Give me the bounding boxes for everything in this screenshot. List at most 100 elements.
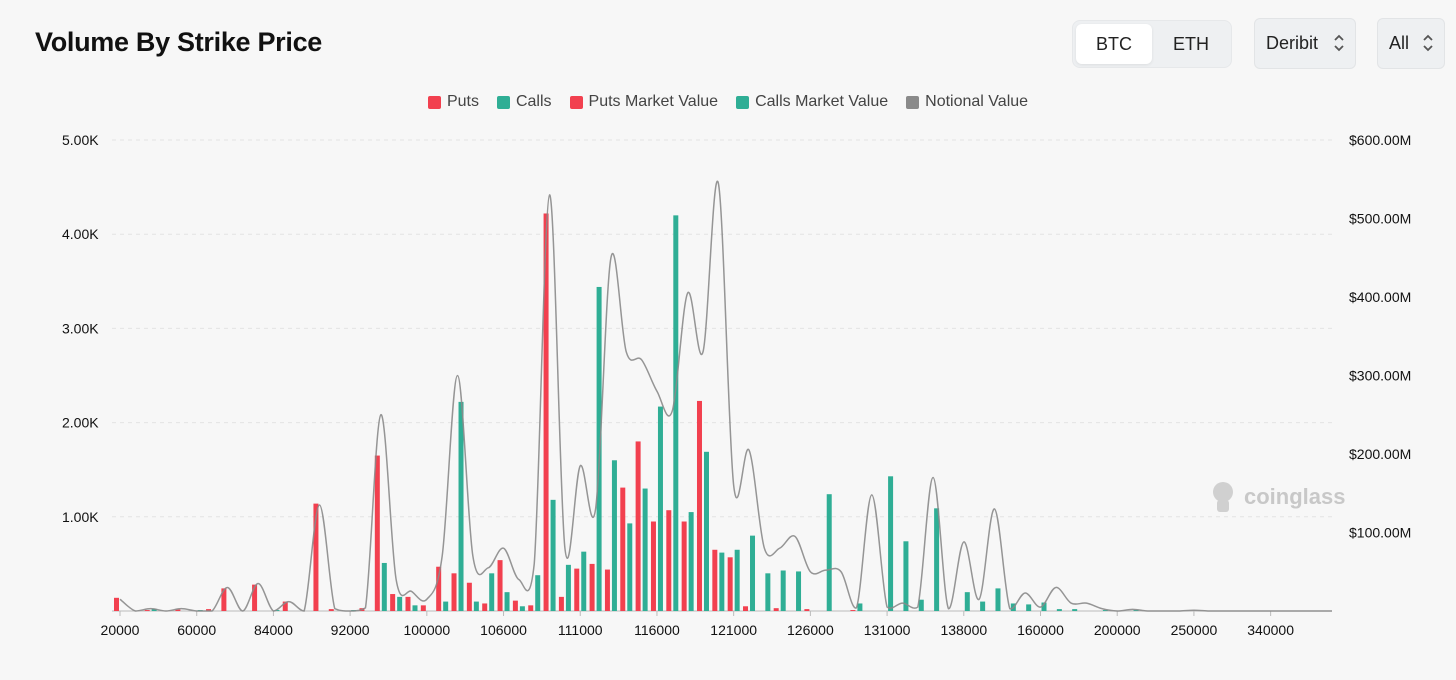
exchange-select[interactable]: Deribit xyxy=(1254,18,1356,69)
call-bar[interactable] xyxy=(734,549,740,611)
put-bar[interactable] xyxy=(451,573,457,611)
call-bar[interactable] xyxy=(765,573,771,611)
legend-item-calls[interactable]: Calls xyxy=(496,93,552,111)
call-bar[interactable] xyxy=(642,488,648,611)
call-bar[interactable] xyxy=(657,406,663,611)
put-bar[interactable] xyxy=(482,603,488,611)
range-select[interactable]: All xyxy=(1377,18,1445,69)
call-bar[interactable] xyxy=(719,552,725,611)
call-bar[interactable] xyxy=(1133,610,1139,611)
call-bar[interactable] xyxy=(504,592,510,611)
call-bar[interactable] xyxy=(1102,610,1108,611)
put-bar[interactable] xyxy=(466,582,472,611)
call-bar[interactable] xyxy=(412,605,418,611)
put-bar[interactable] xyxy=(374,455,380,611)
legend-item-puts[interactable]: Puts xyxy=(427,93,479,111)
call-bar[interactable] xyxy=(918,599,924,611)
y-left-tick-label: 2.00K xyxy=(62,415,99,431)
put-bar[interactable] xyxy=(114,597,119,611)
put-bar[interactable] xyxy=(727,557,733,611)
call-bar[interactable] xyxy=(627,523,633,611)
legend-item-puts-market-value[interactable]: Puts Market Value xyxy=(569,93,718,111)
tab-eth[interactable]: ETH xyxy=(1173,33,1209,54)
call-bar[interactable] xyxy=(443,601,449,611)
put-bar[interactable] xyxy=(850,610,856,611)
chevron-up-down-icon xyxy=(1423,34,1433,52)
call-bar[interactable] xyxy=(964,592,970,611)
put-bar[interactable] xyxy=(712,549,718,611)
put-bar[interactable] xyxy=(681,521,687,611)
call-bar[interactable] xyxy=(796,571,802,611)
put-bar[interactable] xyxy=(528,605,534,611)
put-bar[interactable] xyxy=(221,588,227,611)
call-bar[interactable] xyxy=(888,476,894,611)
put-bar[interactable] xyxy=(589,563,595,611)
call-bar[interactable] xyxy=(381,562,387,611)
call-bar[interactable] xyxy=(489,573,495,611)
put-bar[interactable] xyxy=(420,605,426,611)
put-bar[interactable] xyxy=(175,609,181,611)
put-bar[interactable] xyxy=(543,213,549,611)
put-bar[interactable] xyxy=(144,610,150,611)
coinglass-logo-icon xyxy=(1213,482,1233,512)
call-bar[interactable] xyxy=(1026,604,1032,611)
x-tick-label: 20000 xyxy=(101,622,140,638)
call-bar[interactable] xyxy=(581,551,587,611)
call-bar[interactable] xyxy=(565,564,571,611)
call-bar[interactable] xyxy=(519,606,525,611)
put-bar[interactable] xyxy=(206,609,212,611)
put-bar[interactable] xyxy=(282,601,288,611)
call-bar[interactable] xyxy=(550,499,556,611)
call-bar[interactable] xyxy=(688,512,694,611)
legend-item-calls-market-value[interactable]: Calls Market Value xyxy=(736,93,888,111)
call-bar[interactable] xyxy=(596,286,602,611)
call-bar[interactable] xyxy=(980,601,986,611)
put-bar[interactable] xyxy=(313,503,319,611)
call-bar[interactable] xyxy=(703,451,709,611)
call-bar[interactable] xyxy=(473,601,479,611)
call-bar[interactable] xyxy=(750,535,756,611)
put-bar[interactable] xyxy=(804,609,810,611)
put-bar[interactable] xyxy=(635,441,641,611)
call-bar[interactable] xyxy=(1056,609,1062,611)
put-bar[interactable] xyxy=(390,594,396,611)
call-bar[interactable] xyxy=(151,609,157,611)
put-bar[interactable] xyxy=(252,584,258,611)
put-bar[interactable] xyxy=(604,569,610,611)
call-bar[interactable] xyxy=(903,541,909,611)
put-bar[interactable] xyxy=(405,596,411,611)
legend-item-notional-value[interactable]: Notional Value xyxy=(906,93,1028,111)
put-bar[interactable] xyxy=(436,566,442,611)
put-bar[interactable] xyxy=(696,400,702,611)
put-bar[interactable] xyxy=(773,608,779,611)
call-bar[interactable] xyxy=(611,460,617,611)
put-bar[interactable] xyxy=(650,521,656,611)
notional-value-line[interactable] xyxy=(119,180,1332,612)
call-bar[interactable] xyxy=(397,596,403,611)
call-bar[interactable] xyxy=(673,215,679,612)
legend-label: Notional Value xyxy=(925,93,1029,110)
call-bar[interactable] xyxy=(1072,609,1078,611)
x-tick-label: 250000 xyxy=(1171,622,1218,638)
call-bar[interactable] xyxy=(274,610,280,611)
x-tick-label: 111000 xyxy=(558,622,603,638)
call-bar[interactable] xyxy=(1041,602,1047,611)
put-bar[interactable] xyxy=(620,487,626,611)
put-bar[interactable] xyxy=(666,510,672,611)
put-bar[interactable] xyxy=(743,606,749,611)
call-bar[interactable] xyxy=(458,401,464,611)
call-bar[interactable] xyxy=(780,570,786,611)
put-bar[interactable] xyxy=(497,560,503,611)
call-bar[interactable] xyxy=(934,508,940,611)
put-bar[interactable] xyxy=(328,609,334,611)
tab-btc[interactable]: BTC xyxy=(1076,24,1152,64)
page-title: Volume By Strike Price xyxy=(35,27,323,57)
call-bar[interactable] xyxy=(535,575,541,611)
call-bar[interactable] xyxy=(826,494,832,611)
put-bar[interactable] xyxy=(558,596,564,611)
put-bar[interactable] xyxy=(512,600,518,611)
x-tick-label: 84000 xyxy=(254,622,293,638)
put-bar[interactable] xyxy=(574,568,580,611)
call-bar[interactable] xyxy=(857,603,863,611)
call-bar[interactable] xyxy=(995,588,1001,611)
